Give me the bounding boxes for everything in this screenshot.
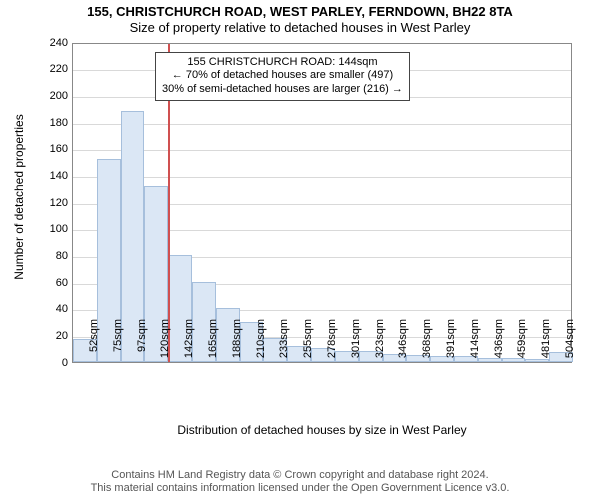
x-tick-label: 233sqm — [278, 319, 290, 369]
y-tick-label: 160 — [28, 143, 68, 155]
x-tick-label: 188sqm — [231, 319, 243, 369]
y-tick-label: 20 — [28, 330, 68, 342]
plot-area: 155 CHRISTCHURCH ROAD: 144sqm ← 70% of d… — [72, 43, 572, 363]
annotation-box: 155 CHRISTCHURCH ROAD: 144sqm ← 70% of d… — [155, 52, 410, 101]
x-tick-label: 368sqm — [421, 319, 433, 369]
y-tick-label: 240 — [28, 37, 68, 49]
y-tick-label: 180 — [28, 117, 68, 129]
y-tick-label: 200 — [28, 90, 68, 102]
footer-line2: This material contains information licen… — [0, 482, 600, 496]
y-tick-label: 100 — [28, 223, 68, 235]
x-tick-label: 301sqm — [350, 319, 362, 369]
page-title-address: 155, CHRISTCHURCH ROAD, WEST PARLEY, FER… — [0, 4, 600, 20]
x-tick-label: 436sqm — [493, 319, 505, 369]
x-tick-label: 210sqm — [255, 319, 267, 369]
x-tick-label: 481sqm — [540, 319, 552, 369]
x-tick-label: 504sqm — [564, 319, 576, 369]
x-tick-label: 414sqm — [469, 319, 481, 369]
x-tick-label: 120sqm — [159, 319, 171, 369]
y-tick-label: 0 — [28, 357, 68, 369]
gridline — [73, 177, 571, 178]
y-tick-label: 40 — [28, 303, 68, 315]
x-tick-label: 278sqm — [326, 319, 338, 369]
y-tick-label: 220 — [28, 63, 68, 75]
gridline — [73, 124, 571, 125]
x-tick-label: 52sqm — [88, 319, 100, 369]
x-tick-label: 255sqm — [302, 319, 314, 369]
x-tick-label: 142sqm — [183, 319, 195, 369]
y-tick-label: 140 — [28, 170, 68, 182]
gridline — [73, 150, 571, 151]
y-tick-label: 120 — [28, 197, 68, 209]
chart-container: Number of detached properties 155 CHRIST… — [10, 37, 590, 437]
y-tick-label: 80 — [28, 250, 68, 262]
x-tick-label: 165sqm — [207, 319, 219, 369]
x-tick-label: 459sqm — [516, 319, 528, 369]
y-tick-label: 60 — [28, 277, 68, 289]
y-axis-label: Number of detached properties — [12, 114, 26, 279]
x-tick-label: 97sqm — [136, 319, 148, 369]
x-tick-label: 323sqm — [374, 319, 386, 369]
x-tick-label: 346sqm — [397, 319, 409, 369]
annotation-line2: ← 70% of detached houses are smaller (49… — [162, 69, 403, 83]
page-subtitle: Size of property relative to detached ho… — [0, 20, 600, 36]
annotation-line1: 155 CHRISTCHURCH ROAD: 144sqm — [162, 56, 403, 70]
x-axis-label: Distribution of detached houses by size … — [72, 423, 572, 437]
footer-attribution: Contains HM Land Registry data © Crown c… — [0, 469, 600, 497]
annotation-line3: 30% of semi-detached houses are larger (… — [162, 83, 403, 97]
footer-line1: Contains HM Land Registry data © Crown c… — [0, 469, 600, 483]
x-tick-label: 75sqm — [112, 319, 124, 369]
x-tick-label: 391sqm — [445, 319, 457, 369]
